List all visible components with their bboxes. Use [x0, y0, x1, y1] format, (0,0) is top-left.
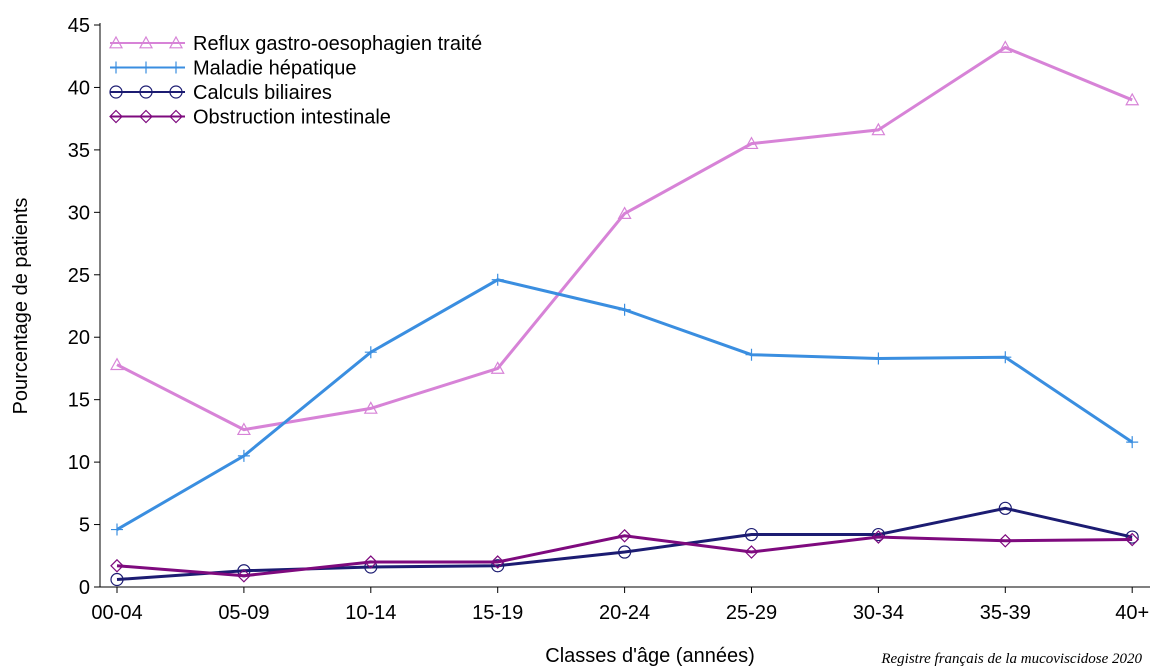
data-point — [109, 357, 125, 371]
data-point — [363, 555, 378, 569]
series-line — [116, 506, 1133, 582]
x-tick-label: 35-39 — [980, 602, 1031, 624]
data-point — [744, 136, 759, 150]
source-note: Registre français de la mucoviscidose 20… — [880, 651, 1142, 667]
legend-marker — [169, 85, 183, 99]
legend-marker — [138, 35, 154, 49]
data-point — [490, 555, 505, 569]
legend-marker — [139, 109, 153, 124]
data-point — [364, 346, 377, 359]
y-tick-label: 15 — [68, 390, 90, 412]
x-tick-label: 00-04 — [91, 602, 142, 624]
legend-label: Calculs biliaires — [193, 82, 332, 104]
legend-marker — [109, 85, 123, 99]
legend-marker — [169, 109, 183, 124]
data-point — [1125, 530, 1139, 544]
legend-marker — [110, 61, 122, 74]
data-point — [999, 351, 1012, 364]
legend-marker — [139, 85, 153, 99]
data-point — [617, 528, 632, 543]
data-point — [998, 40, 1013, 53]
data-point — [491, 273, 504, 286]
data-point — [871, 530, 886, 544]
x-tick-label: 15-19 — [472, 602, 523, 624]
data-point — [998, 533, 1013, 548]
data-point — [237, 568, 251, 583]
data-point — [237, 449, 250, 462]
legend-label: Reflux gastro-oesophagien traité — [193, 33, 482, 55]
data-point — [363, 401, 378, 414]
data-point — [744, 527, 759, 542]
y-tick-label: 35 — [68, 140, 90, 162]
x-tick-label: 10-14 — [345, 602, 396, 624]
data-point — [618, 303, 631, 316]
legend-label: Maladie hépatique — [193, 58, 356, 80]
x-tick-label: 25-29 — [726, 602, 777, 624]
series-line — [116, 278, 1134, 531]
series-line — [116, 45, 1133, 432]
y-tick-label: 40 — [68, 77, 90, 99]
y-tick-label: 45 — [68, 15, 90, 37]
legend-marker — [168, 35, 184, 49]
x-tick-label: 05-09 — [218, 602, 269, 624]
data-point — [110, 572, 124, 587]
legend-marker — [170, 61, 182, 74]
x-tick-label: 40+ — [1115, 602, 1149, 624]
x-tick-label: 20-24 — [599, 602, 650, 624]
data-point — [998, 501, 1012, 515]
data-point — [617, 206, 632, 219]
data-point — [1125, 532, 1140, 547]
y-axis-label: Pourcentage de patients — [10, 198, 32, 415]
y-tick-label: 5 — [79, 515, 90, 537]
y-tick-label: 30 — [68, 202, 90, 224]
series-line — [116, 534, 1133, 578]
x-tick-label: 30-34 — [853, 602, 904, 624]
legend-marker — [140, 61, 152, 74]
data-point — [491, 559, 505, 573]
data-point — [1125, 92, 1140, 106]
data-point — [871, 122, 886, 136]
data-point — [1126, 436, 1139, 449]
data-point — [872, 352, 885, 365]
y-tick-label: 10 — [68, 452, 90, 474]
data-point — [745, 348, 758, 361]
y-tick-label: 25 — [68, 265, 90, 287]
data-point — [744, 545, 759, 559]
data-point — [871, 527, 886, 542]
legend-marker — [108, 35, 124, 49]
y-tick-label: 20 — [68, 327, 90, 349]
y-tick-label: 0 — [79, 577, 90, 599]
data-point — [111, 523, 123, 536]
data-point — [490, 361, 505, 374]
data-point — [110, 558, 124, 573]
legend-label: Obstruction intestinale — [193, 107, 391, 129]
data-point — [617, 545, 632, 559]
legend-marker — [109, 109, 123, 124]
data-point — [236, 422, 251, 436]
x-axis-label: Classes d'âge (années) — [545, 645, 755, 667]
